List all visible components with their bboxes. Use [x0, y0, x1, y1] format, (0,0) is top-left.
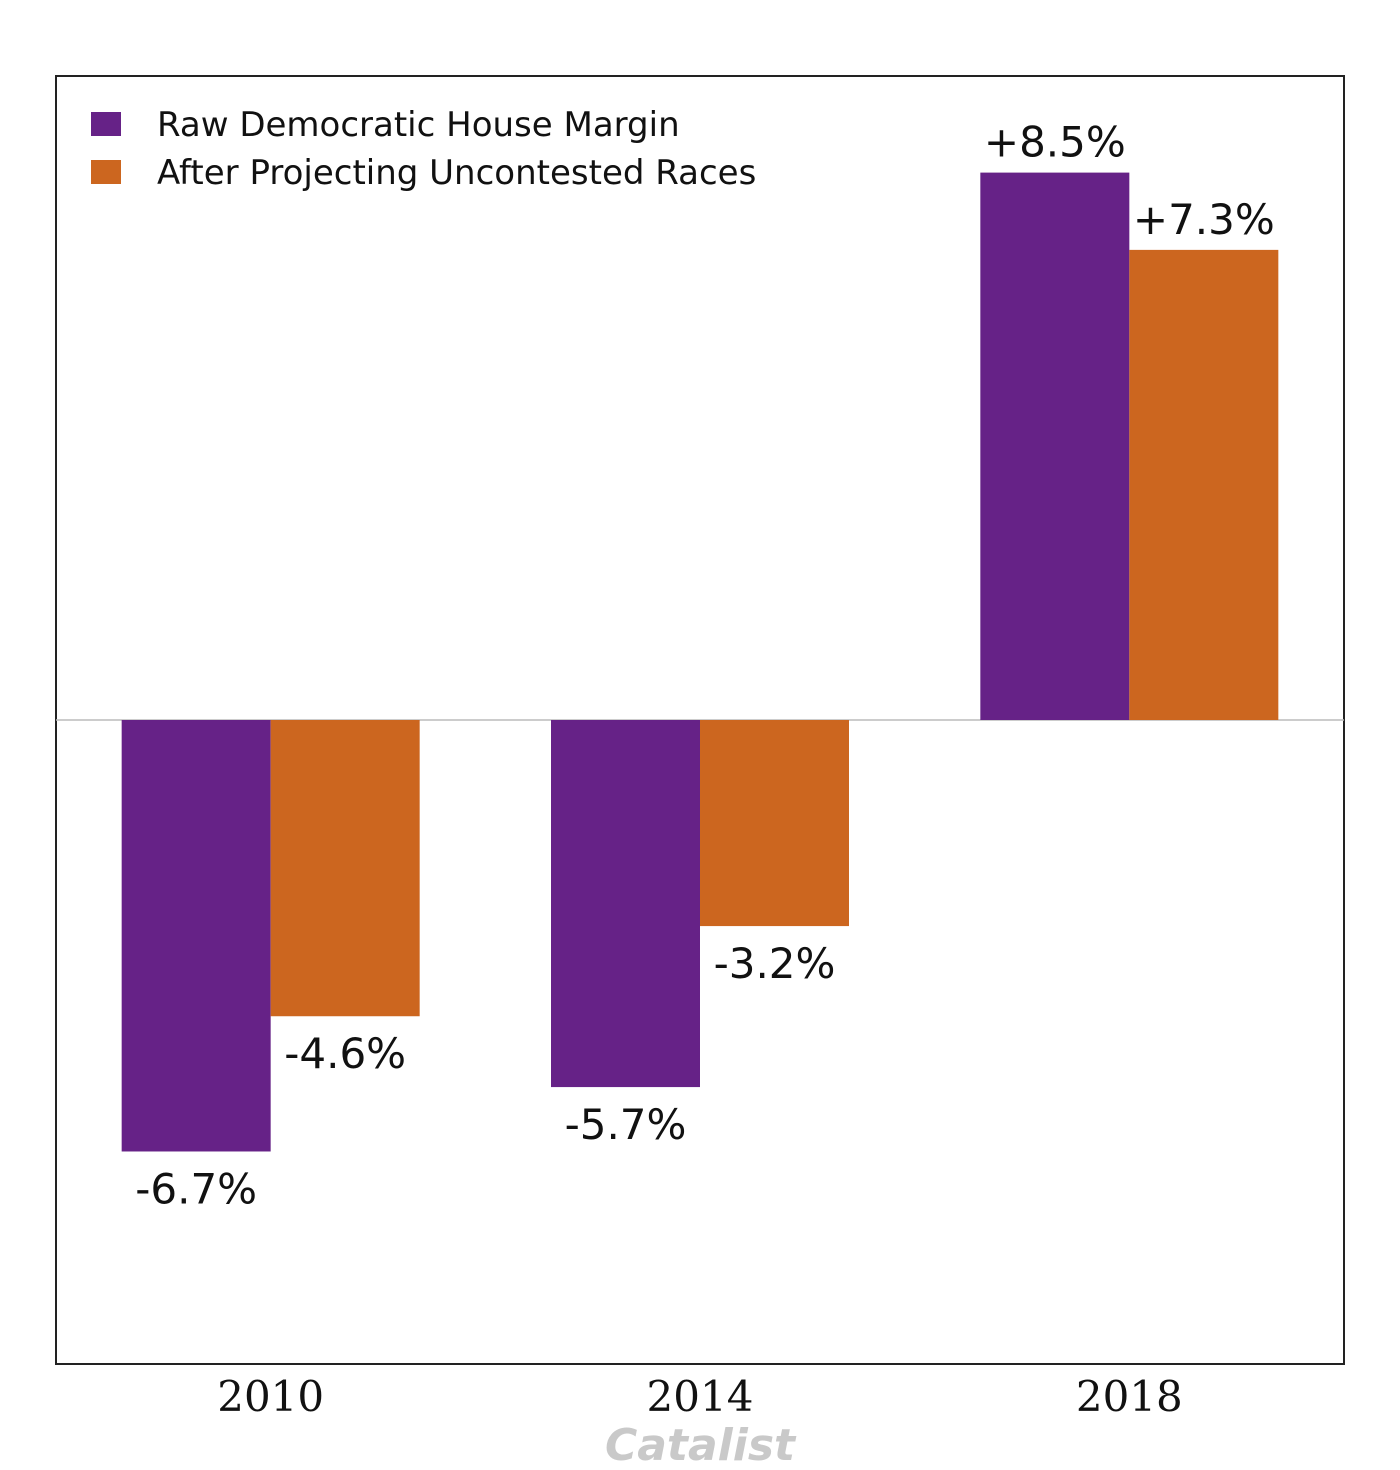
legend-swatch-series-2 [91, 160, 121, 184]
bar-2010-series-2 [270, 720, 420, 1017]
value-labels: -6.7% -4.6% -5.7% -3.2% +8.5%+7.3% [135, 118, 1275, 1214]
data-label-2014-series-2: -3.2% [714, 939, 836, 988]
legend-swatch-series-1 [91, 112, 121, 136]
bar-2018-series-1 [980, 172, 1130, 721]
data-label-2014-series-1: -5.7% [565, 1100, 687, 1149]
bar-2014-series-1 [551, 720, 700, 1088]
legend-label-series-2: After Projecting Uncontested Races [157, 153, 756, 193]
bars [121, 172, 1279, 1152]
x-axis-tick-labels: 2010 2014 2018 [217, 1372, 1183, 1421]
bar-2014-series-2 [700, 720, 849, 927]
data-label-2018-series-2: +7.3% [1133, 195, 1275, 244]
x-tick-label-2014: 2014 [647, 1372, 754, 1421]
catalist-watermark: Catalist [605, 1420, 797, 1470]
data-label-2018-series-1: +8.5% [984, 118, 1126, 167]
bar-2010-series-1 [121, 720, 271, 1152]
legend-label-series-1: Raw Democratic House Margin [157, 105, 680, 145]
x-tick-label-2018: 2018 [1076, 1372, 1183, 1421]
x-tick-label-2010: 2010 [217, 1372, 324, 1421]
legend: Raw Democratic House Margin After Project… [91, 105, 756, 193]
data-label-2010-series-1: -6.7% [135, 1164, 257, 1213]
bar-2018-series-2 [1129, 249, 1279, 720]
data-label-2010-series-2: -4.6% [284, 1029, 406, 1078]
